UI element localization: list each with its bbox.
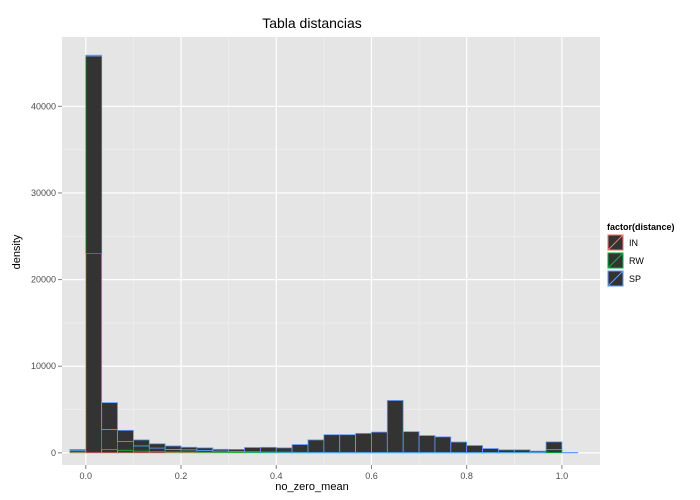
bar-in	[85, 253, 103, 454]
bar-rw	[545, 449, 563, 454]
legend-key-slash	[607, 252, 624, 269]
bar-sp	[69, 449, 87, 451]
legend-label-rw: RW	[629, 256, 644, 266]
legend-key-slash	[607, 234, 624, 251]
legend: factor(distance) IN RW SP	[607, 222, 675, 287]
y-tick-label: 20000	[31, 275, 56, 285]
histogram-bars	[69, 54, 579, 454]
bar-sp	[196, 447, 214, 451]
x-axis-title: no_zero_mean	[275, 481, 348, 493]
bar-sp	[545, 441, 563, 451]
bar-sp	[402, 431, 420, 453]
x-tick-label: 0.4	[270, 471, 283, 481]
bar-sp	[85, 54, 103, 57]
major-grid	[62, 37, 600, 465]
minor-grid	[62, 37, 600, 465]
bar-rw	[85, 55, 103, 254]
bar-sp	[212, 448, 230, 452]
x-tick-label: 0.0	[80, 471, 93, 481]
y-axis-ticks: 0 10000 20000 30000 40000	[31, 101, 62, 458]
bar-rw	[148, 447, 166, 452]
bar-sp	[339, 434, 356, 453]
bar-sp	[259, 446, 277, 453]
bar-sp	[418, 435, 436, 453]
bar-sp	[482, 448, 499, 453]
bar-sp	[498, 449, 515, 453]
bar-sp	[466, 445, 483, 453]
x-tick-label: 0.8	[460, 471, 473, 481]
bar-sp	[228, 449, 245, 452]
y-tick-label: 40000	[31, 101, 56, 111]
x-tick-label: 0.6	[365, 471, 378, 481]
bar-sp	[529, 450, 547, 453]
legend-label-sp: SP	[629, 274, 641, 284]
bar-sp	[133, 439, 150, 447]
y-tick-label: 30000	[31, 188, 56, 198]
plot-panel	[62, 37, 600, 465]
legend-title: factor(distance)	[607, 222, 675, 232]
bar-sp	[371, 431, 388, 453]
legend-label-in: IN	[629, 238, 638, 248]
bar-sp	[513, 449, 531, 453]
y-tick-label: 0	[51, 448, 56, 458]
bar-sp	[101, 402, 118, 430]
bar-sp	[450, 441, 468, 453]
bar-sp	[275, 447, 293, 453]
bar-sp	[434, 436, 452, 453]
legend-key-slash	[607, 270, 624, 287]
x-tick-label: 1.0	[556, 471, 569, 481]
bar-sp	[148, 443, 166, 449]
bar-sp	[355, 432, 372, 453]
bar-sp	[386, 400, 404, 453]
bar-sp	[323, 434, 341, 453]
bar-sp	[307, 439, 325, 453]
bar-sp	[180, 446, 198, 451]
bar-sp	[244, 447, 261, 453]
bar-sp	[164, 445, 182, 450]
bar-sp	[291, 444, 309, 453]
bar-rw	[117, 441, 134, 451]
bar-in	[101, 449, 118, 454]
x-tick-label: 0.2	[175, 471, 188, 481]
bar-rw	[133, 445, 150, 452]
chart-title: Tabla distancias	[262, 15, 362, 31]
y-axis-title: density	[11, 234, 23, 269]
bar-sp	[117, 429, 134, 443]
bar-rw	[101, 429, 118, 450]
y-tick-label: 10000	[31, 361, 56, 371]
x-axis-ticks: 0.0 0.2 0.4 0.6 0.8 1.0	[80, 465, 569, 481]
